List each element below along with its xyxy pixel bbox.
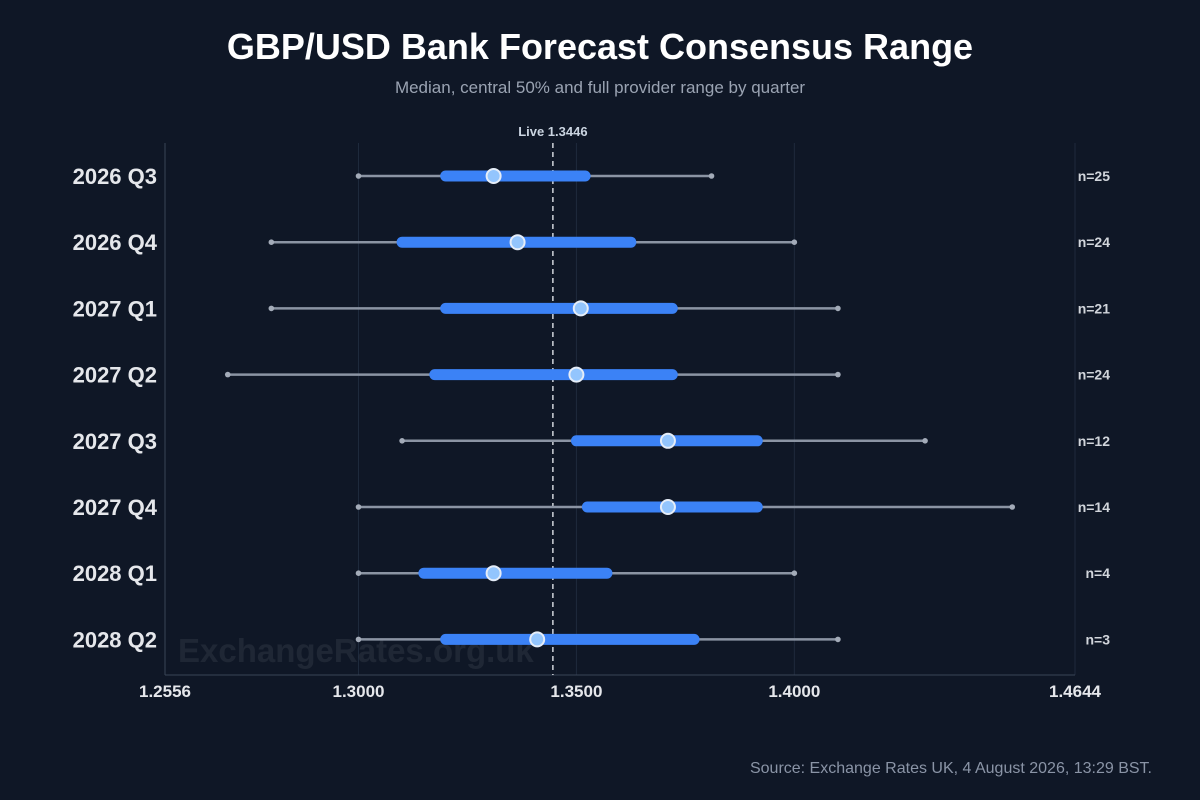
y-category-label: 2027 Q1: [73, 296, 157, 321]
range-min-cap: [399, 438, 405, 444]
median-marker: [529, 631, 546, 648]
median-marker: [485, 168, 502, 184]
median-marker: [568, 366, 585, 383]
median-marker: [659, 432, 676, 449]
sample-count-label: n=14: [1078, 499, 1111, 515]
x-tick-label: 1.2556: [139, 682, 191, 701]
median-marker: [572, 300, 589, 317]
range-min-cap: [355, 636, 362, 643]
source-note: Source: Exchange Rates UK, 4 August 2026…: [749, 760, 1152, 777]
y-category-label: 2028 Q1: [73, 561, 157, 586]
range-max-cap: [922, 438, 928, 444]
sample-count-label: n=24: [1078, 367, 1111, 383]
sample-count-label: n=12: [1078, 433, 1111, 449]
x-tick-label: 1.4000: [768, 682, 820, 701]
y-category-label: 2026 Q4: [73, 230, 158, 255]
chart-title: GBP/USD Bank Forecast Consensus Range: [226, 26, 974, 67]
range-max-cap: [1009, 504, 1016, 510]
live-rate-label: Live 1.3446: [518, 124, 587, 139]
y-category-label: 2027 Q4: [73, 495, 158, 520]
range-min-cap: [355, 173, 362, 179]
range-min-cap: [268, 239, 275, 245]
median-marker: [485, 565, 502, 582]
y-category-label: 2027 Q2: [73, 363, 157, 388]
range-max-cap: [708, 173, 715, 179]
range-min-cap: [268, 305, 275, 312]
range-min-cap: [355, 570, 362, 576]
sample-count-label: n=21: [1078, 300, 1111, 316]
sample-count-label: n=24: [1078, 234, 1111, 250]
y-category-label: 2026 Q3: [73, 164, 157, 189]
range-max-cap: [835, 371, 841, 378]
y-category-label: 2028 Q2: [73, 627, 157, 652]
range-max-cap: [791, 239, 798, 245]
median-marker: [659, 499, 676, 515]
sample-count-label: n=4: [1085, 565, 1110, 581]
x-tick-label: 1.4644: [1049, 682, 1102, 701]
sample-count-label: n=25: [1078, 168, 1111, 184]
range-min-cap: [224, 371, 231, 378]
y-category-label: 2027 Q3: [73, 429, 157, 454]
median-marker: [509, 234, 526, 251]
range-max-cap: [835, 305, 841, 312]
chart-subtitle: Median, central 50% and full provider ra…: [394, 78, 806, 97]
range-min-cap: [355, 504, 362, 510]
x-tick-label: 1.3500: [550, 682, 602, 701]
range-max-cap: [835, 636, 841, 643]
range-max-cap: [791, 570, 798, 576]
x-tick-label: 1.3000: [333, 682, 385, 701]
sample-count-label: n=3: [1085, 631, 1110, 647]
